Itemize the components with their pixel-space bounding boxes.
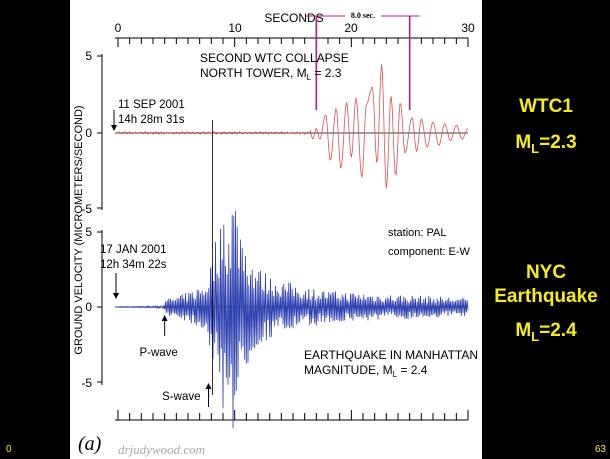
nyc-side-m: M: [515, 320, 532, 341]
watermark: drjudywood.com: [118, 442, 205, 457]
wtc-collapse-trace: [117, 64, 469, 189]
component-label: component: E-W: [388, 246, 471, 258]
quake-onset-arrowhead: [113, 293, 119, 299]
x-tick-label-0: 0: [115, 21, 122, 35]
interval-label: 8.0 sec.: [351, 11, 375, 20]
quake-time: 12h 34m 22s: [100, 259, 167, 271]
quake-subtitle: MAGNITUDE, ML = 2.4: [304, 363, 428, 379]
seismogram-chart: SECONDS 0 10 20 30 5 0 -5 5 0 -5 GROUND …: [73, 11, 478, 457]
p-wave-arrowhead: [161, 315, 168, 321]
p-wave-label: P-wave: [139, 347, 177, 359]
nyc-side-magnitude: ML=2.4: [482, 320, 610, 344]
wtc-onset-arrowhead: [111, 125, 117, 131]
top-axis-ticks: [117, 38, 469, 47]
quake-date: 17 JAN 2001: [100, 244, 167, 256]
x-tick-label-20: 20: [344, 21, 358, 35]
y-axis-title: GROUND VELOCITY (MICROMETERS/SECOND): [73, 105, 85, 354]
y-tick-label-bottom-minus5: -5: [81, 376, 92, 390]
s-wave-label: S-wave: [162, 391, 200, 403]
nyc-side-line2: Earthquake: [494, 286, 598, 307]
bottom-axis-ticks: [117, 410, 469, 420]
seismogram-figure: SECONDS 0 10 20 30 5 0 -5 5 0 -5 GROUND …: [70, 0, 482, 459]
nyc-side-label: NYC Earthquake ML=2.4: [482, 262, 610, 344]
wtc-time: 14h 28m 31s: [118, 114, 185, 126]
wtc-date: 11 SEP 2001: [118, 99, 185, 111]
x-tick-label-10: 10: [228, 21, 242, 35]
quake-subtitle-prefix: MAGNITUDE, M: [304, 363, 393, 377]
wtc-subtitle-prefix: NORTH TOWER, M: [200, 66, 307, 80]
y-tick-label-top-minus5: -5: [81, 202, 92, 216]
wtc-side-title: WTC1: [519, 96, 573, 117]
wtc-subtitle: NORTH TOWER, ML = 2.3: [200, 66, 342, 82]
earthquake-trace: [117, 210, 469, 429]
wtc-side-m: M: [515, 132, 532, 153]
wtc-side-m-value: =2.3: [539, 132, 577, 153]
wtc-side-label: WTC1 ML=2.3: [482, 96, 610, 156]
slide-number: 63: [594, 444, 606, 455]
wtc-title: SECOND WTC COLLAPSE: [200, 51, 349, 65]
slide-corner-left: 0: [6, 444, 12, 455]
y-tick-label-top-5: 5: [85, 49, 92, 63]
y-tick-label-bottom-5: 5: [85, 225, 92, 239]
seconds-axis-label: SECONDS: [264, 11, 323, 25]
nyc-side-m-value: =2.4: [539, 320, 577, 341]
quake-subtitle-suffix: = 2.4: [397, 363, 428, 377]
nyc-side-line1: NYC: [525, 262, 567, 283]
s-wave-arrowhead: [205, 383, 212, 389]
wtc-side-magnitude: ML=2.3: [482, 132, 610, 156]
figure-label: (a): [78, 433, 102, 455]
wtc-subtitle-sub: L: [307, 73, 312, 82]
wtc-subtitle-suffix: = 2.3: [311, 66, 342, 80]
y-tick-label-top-0: 0: [85, 126, 92, 140]
x-tick-label-30: 30: [461, 21, 475, 35]
station-label: station: PAL: [388, 227, 447, 239]
wtc-side-m-sub: L: [531, 140, 540, 156]
nyc-side-m-sub: L: [531, 328, 540, 344]
y-tick-label-bottom-0: 0: [85, 300, 92, 314]
quake-subtitle-sub: L: [393, 370, 398, 379]
quake-title: EARTHQUAKE IN MANHATTAN: [304, 348, 478, 362]
